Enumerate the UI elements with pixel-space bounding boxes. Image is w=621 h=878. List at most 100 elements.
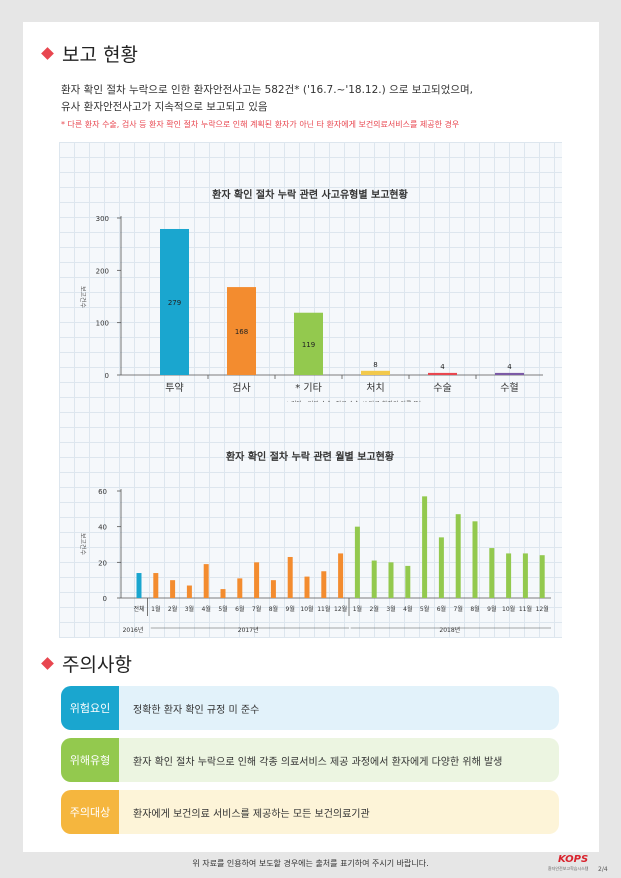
x-tick-label: 5월 <box>420 605 429 613</box>
x-tick-label: 투약 <box>165 382 183 394</box>
intro-footnote: * 다른 환자 수술, 검사 등 환자 확인 절차 누락으로 인해 계획된 환자… <box>61 120 460 129</box>
bar <box>428 372 457 375</box>
y-axis-label: 보고건수 <box>79 286 87 309</box>
x-tick-label: 9월 <box>487 605 496 613</box>
bar <box>489 548 495 598</box>
footer-notice: 위 자료를 인용하여 보도할 경우에는 출처를 표기하여 주시기 바랍니다. <box>192 859 429 868</box>
card-risk-factor: 위험요인 정확한 환자 확인 규정 미 준수 <box>61 686 559 730</box>
page-sheet: 보고 현황 환자 확인 절차 누락으로 인한 환자안전사고는 582건* ('1… <box>23 22 599 852</box>
bar-value-label: 8 <box>373 361 377 369</box>
bar-value-label: 4 <box>507 363 512 371</box>
y-tick-label: 20 <box>98 559 107 567</box>
chart-title: 환자 확인 절차 누락 관련 사고유형별 보고현황 <box>212 188 408 201</box>
x-tick-label: 3월 <box>185 605 194 613</box>
y-tick-label: 100 <box>96 320 109 328</box>
bar <box>227 287 256 375</box>
bar <box>371 560 377 598</box>
intro-line-1: 환자 확인 절차 누락으로 인한 환자안전사고는 582건* ('16.7.~'… <box>61 84 474 96</box>
x-tick-label: 6월 <box>235 605 244 613</box>
y-tick-label: 200 <box>96 267 109 275</box>
x-tick-label: 6월 <box>437 605 446 613</box>
y-tick-label: 0 <box>103 595 107 603</box>
x-tick-label: 처치 <box>366 382 384 394</box>
x-tick-label: 7월 <box>454 605 463 613</box>
y-axis-label: 보고건수 <box>79 533 87 556</box>
bar <box>422 496 428 598</box>
card-text: 정확한 환자 확인 규정 미 준수 <box>133 704 260 716</box>
intro-text: 환자 확인 절차 누락으로 인한 환자안전사고는 582건* ('16.7.~'… <box>61 82 473 116</box>
card-text: 환자 확인 절차 누락으로 인해 각종 의료서비스 제공 과정에서 환자에게 다… <box>133 756 503 768</box>
card-harm-type: 위해유형 환자 확인 절차 누락으로 인해 각종 의료서비스 제공 과정에서 환… <box>61 738 559 782</box>
diamond-bullet-icon <box>41 47 54 60</box>
bar <box>388 562 394 598</box>
card-tag: 주의대상 <box>61 790 119 834</box>
x-tick-label: 5월 <box>218 605 227 613</box>
x-tick-label: 전체 <box>133 605 144 613</box>
y-tick-label: 40 <box>98 524 107 532</box>
bar <box>270 580 276 598</box>
y-tick-label: 300 <box>96 215 109 223</box>
bar <box>354 526 360 598</box>
year-label: 2018년 <box>439 626 460 634</box>
y-tick-label: 0 <box>105 372 109 380</box>
bar-value-label: 279 <box>168 299 181 307</box>
x-tick-label: 11월 <box>519 605 532 613</box>
y-tick-label: 60 <box>98 488 107 496</box>
x-tick-label: 수술 <box>433 382 451 394</box>
chart-panel: 환자 확인 절차 누락 관련 사고유형별 보고현황 0 100 200 300 보고건수 2… <box>59 142 562 638</box>
bar <box>472 521 478 598</box>
section-title-text: 보고 현황 <box>62 44 138 66</box>
bar <box>304 576 310 598</box>
bar <box>495 372 524 375</box>
x-tick-label: 10월 <box>502 605 515 613</box>
diamond-bullet-icon <box>41 657 54 670</box>
bar <box>321 571 327 598</box>
bar <box>170 580 176 598</box>
x-tick-label: 3월 <box>386 605 395 613</box>
bar <box>136 573 142 598</box>
bar <box>220 589 226 598</box>
bar-value-label: 4 <box>440 363 445 371</box>
bar <box>438 537 444 598</box>
x-tick-label: 10월 <box>300 605 313 613</box>
section-title-text: 주의사항 <box>62 654 132 676</box>
x-tick-label: 9월 <box>286 605 295 613</box>
bar-value-label: 119 <box>302 341 315 349</box>
intro-line-2: 유사 환자안전사고가 지속적으로 보고되고 있음 <box>61 101 268 113</box>
card-text: 환자에게 보건의료 서비스를 제공하는 모든 보건의료기관 <box>133 808 370 820</box>
card-tag: 위험요인 <box>61 686 119 730</box>
chart-footnote: * 기타 : 입원 수속, 진료 수속 시 다른 환자의 이름 또는 <box>286 400 425 402</box>
page-number: 2/4 <box>598 866 608 873</box>
x-tick-label: 2월 <box>370 605 379 613</box>
x-tick-label: 1월 <box>151 605 160 613</box>
bar <box>160 228 189 375</box>
section-title-report: 보고 현황 <box>41 40 138 67</box>
bar <box>539 555 545 598</box>
type-bar-chart: 환자 확인 절차 누락 관련 사고유형별 보고현황 0 100 200 300 보고건수 2… <box>79 188 543 402</box>
bar <box>455 514 461 598</box>
bar <box>203 564 209 598</box>
kops-logo: KOPS <box>558 854 589 865</box>
x-tick-label: 11월 <box>317 605 330 613</box>
x-tick-label: 4월 <box>202 605 211 613</box>
x-tick-label: 8월 <box>269 605 278 613</box>
year-label: 2016년 <box>123 626 144 634</box>
bar <box>506 553 512 598</box>
x-tick-label: 2월 <box>168 605 177 613</box>
bar <box>405 565 411 598</box>
x-tick-label: 1월 <box>353 605 362 613</box>
bar <box>338 553 344 598</box>
bar <box>254 562 260 598</box>
bar <box>294 312 323 375</box>
section-title-caution: 주의사항 <box>41 650 132 677</box>
card-tag: 위해유형 <box>61 738 119 782</box>
x-tick-label: 12월 <box>334 605 347 613</box>
chart-title: 환자 확인 절차 누락 관련 월별 보고현황 <box>226 450 395 463</box>
bar <box>522 553 528 598</box>
bar <box>153 573 159 598</box>
bar <box>186 585 192 598</box>
card-target: 주의대상 환자에게 보건의료 서비스를 제공하는 모든 보건의료기관 <box>61 790 559 834</box>
bar <box>361 370 390 375</box>
x-tick-label: 12월 <box>536 605 549 613</box>
